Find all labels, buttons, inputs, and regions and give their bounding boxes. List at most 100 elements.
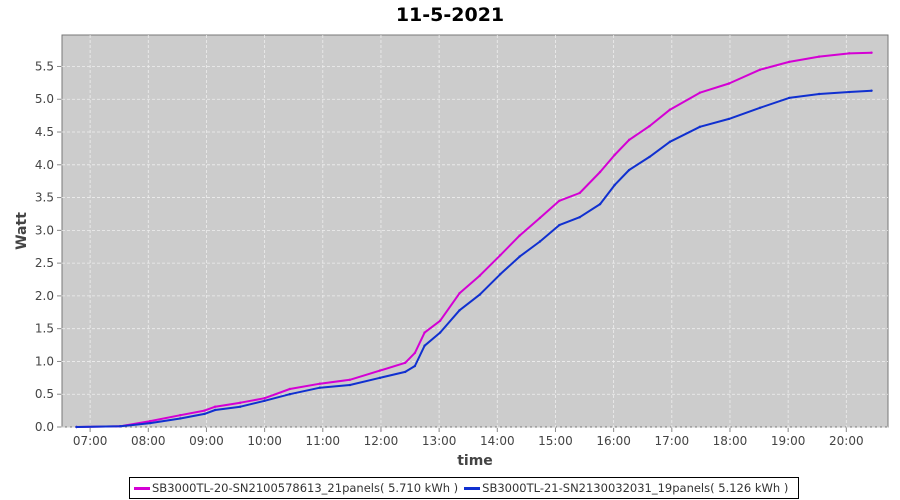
data-point: [817, 55, 821, 58]
x-tick-label: 17:00: [655, 434, 690, 448]
data-point: [787, 96, 791, 100]
data-point: [118, 425, 122, 428]
legend: SB3000TL-20-SN2100578613_21panels( 5.710…: [129, 477, 800, 499]
data-point: [499, 254, 502, 257]
data-point: [403, 361, 407, 364]
x-tick-label: 10:00: [247, 434, 282, 448]
data-point: [538, 240, 542, 243]
data-point: [149, 421, 152, 425]
y-tick-label: 3.0: [35, 223, 54, 237]
x-tick-label: 16:00: [596, 434, 631, 448]
legend-label: SB3000TL-20-SN2100578613_21panels( 5.710…: [152, 481, 459, 495]
data-point: [648, 124, 651, 128]
data-point: [203, 409, 206, 412]
data-point: [423, 344, 426, 347]
data-point: [438, 319, 442, 323]
data-point: [627, 168, 631, 172]
data-point: [613, 153, 616, 157]
x-tick-label: 14:00: [480, 434, 515, 448]
x-tick-label: 20:00: [829, 434, 864, 448]
y-tick-label: 1.0: [35, 354, 54, 368]
x-tick-label: 08:00: [131, 434, 166, 448]
plot-area: [61, 34, 889, 428]
y-tick-label: 1.5: [35, 322, 54, 336]
x-tick-label: 15:00: [538, 434, 573, 448]
data-point: [318, 382, 322, 385]
data-point: [817, 92, 821, 96]
data-point: [423, 331, 426, 334]
y-tick-label: 0.5: [35, 387, 54, 401]
data-point: [213, 405, 217, 408]
data-point: [668, 140, 672, 144]
data-point: [179, 414, 182, 417]
data-point: [758, 68, 762, 71]
x-tick-label: 11:00: [305, 434, 340, 448]
legend-item-series-1: SB3000TL-20-SN2100578613_21panels( 5.710…: [134, 481, 458, 495]
data-point: [518, 234, 521, 237]
y-tick-label: 3.5: [35, 191, 54, 205]
data-point: [403, 370, 407, 374]
legend-swatch-magenta: [134, 486, 150, 490]
data-point: [727, 82, 731, 85]
data-point: [668, 108, 672, 111]
x-tick-label: 12:00: [364, 434, 399, 448]
data-point: [598, 170, 602, 174]
data-point: [438, 331, 442, 334]
data-point: [558, 199, 561, 203]
data-point: [149, 419, 152, 423]
x-axis-label: time: [457, 453, 493, 469]
chart-title: 11-5-2021: [395, 4, 505, 26]
data-point: [263, 399, 266, 402]
data-point: [348, 383, 352, 387]
data-point: [458, 309, 461, 312]
data-point: [478, 274, 482, 277]
x-tick-label: 19:00: [771, 434, 806, 448]
y-tick-label: 4.0: [35, 158, 54, 172]
data-point: [288, 387, 292, 391]
data-point: [698, 125, 702, 128]
x-tick-label: 07:00: [73, 434, 108, 448]
data-point: [698, 91, 702, 94]
data-point: [413, 364, 417, 368]
data-point: [458, 292, 461, 295]
y-tick-label: 2.0: [35, 289, 54, 303]
data-point: [75, 425, 78, 429]
data-point: [413, 351, 417, 355]
data-point: [870, 51, 873, 54]
data-point: [318, 386, 322, 389]
y-tick-label: 4.5: [35, 125, 54, 139]
data-point: [378, 369, 382, 372]
data-point: [213, 408, 217, 412]
data-point: [348, 378, 352, 382]
y-axis-label: Watt: [14, 212, 30, 250]
data-point: [239, 405, 242, 408]
data-point: [648, 155, 651, 159]
data-point: [727, 117, 731, 121]
x-tick-label: 18:00: [713, 434, 748, 448]
legend-label: SB3000TL-21-SN2130032031_19panels( 5.126…: [482, 481, 789, 495]
y-tick-label: 5.0: [35, 92, 54, 106]
data-point: [578, 191, 581, 195]
y-tick-label: 5.5: [35, 59, 54, 73]
data-point: [598, 202, 602, 206]
x-tick-label: 09:00: [189, 434, 224, 448]
data-point: [499, 273, 502, 276]
data-point: [538, 216, 542, 220]
data-point: [179, 417, 182, 420]
data-point: [848, 90, 851, 94]
y-tick-label: 0.0: [35, 420, 54, 434]
data-point: [627, 138, 631, 142]
data-point: [787, 60, 791, 64]
data-point: [378, 376, 382, 380]
data-point: [478, 293, 482, 296]
x-tick-label: 13:00: [422, 434, 457, 448]
legend-swatch-blue: [464, 486, 481, 490]
data-point: [558, 223, 561, 227]
legend-item-series-2: SB3000TL-21-SN2130032031_19panels( 5.126…: [464, 481, 788, 495]
data-point: [848, 52, 851, 55]
data-point: [758, 106, 762, 109]
data-point: [578, 216, 581, 219]
data-point: [613, 183, 616, 187]
data-point: [203, 412, 206, 416]
